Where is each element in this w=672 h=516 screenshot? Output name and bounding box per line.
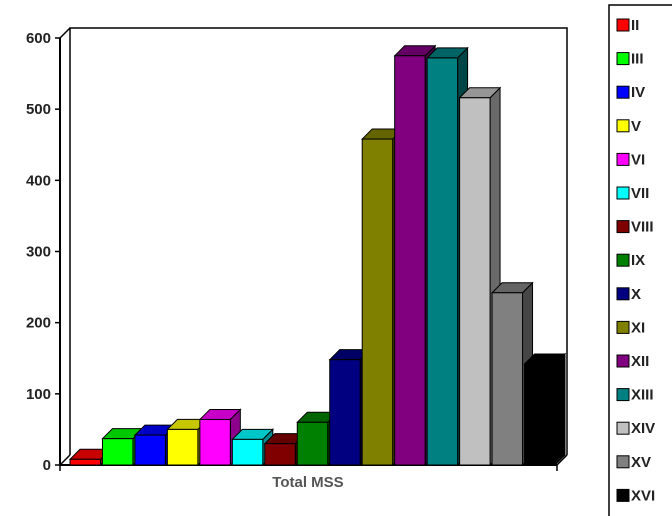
y-tick-label: 100: [26, 386, 51, 403]
bar-front: [361, 138, 394, 466]
legend-item-x: X: [616, 286, 641, 303]
legend-label: XII: [631, 353, 649, 370]
y-tick-label: 500: [26, 101, 51, 118]
bar-front: [264, 443, 296, 466]
legend-label: XIV: [631, 420, 655, 437]
legend-label: VIII: [631, 219, 654, 236]
bar-front: [394, 55, 426, 466]
legend-swatch: [616, 388, 630, 402]
legend-label: V: [631, 118, 641, 135]
legend-item-iv: IV: [616, 84, 645, 101]
depth-edge-top: [59, 27, 71, 39]
legend-item-iii: III: [616, 51, 644, 68]
legend-label: III: [631, 51, 644, 68]
legend-swatch: [616, 320, 630, 334]
legend-item-v: V: [616, 118, 641, 135]
legend-label: X: [631, 286, 641, 303]
legend-label: XVI: [631, 487, 655, 504]
legend-swatch: [616, 18, 630, 32]
bar-front: [491, 292, 524, 466]
legend-swatch: [616, 152, 630, 166]
bar-front: [524, 363, 556, 466]
legend-label: II: [631, 17, 639, 34]
depth-edge-right: [556, 454, 568, 466]
legend-item-vi: VI: [616, 151, 645, 168]
legend-item-xiii: XIII: [616, 387, 654, 404]
legend-swatch: [616, 354, 630, 368]
legend-swatch: [616, 85, 630, 99]
legend-item-ix: IX: [616, 252, 645, 269]
legend-swatch: [616, 421, 630, 435]
legend-swatch: [616, 455, 630, 469]
legend-label: IX: [631, 252, 645, 269]
bar-side: [554, 352, 566, 467]
legend-label: IV: [631, 84, 645, 101]
bar-front: [459, 97, 491, 466]
bar-xvi: [523, 352, 567, 467]
legend-item-viii: VIII: [616, 219, 654, 236]
legend-item-ii: II: [616, 17, 639, 34]
plot-outline: [69, 27, 568, 455]
legend-item-xiv: XIV: [616, 420, 655, 437]
legend-label: XI: [631, 319, 645, 336]
y-tick-label: 0: [43, 457, 51, 474]
legend-swatch: [616, 488, 630, 502]
bar-front: [69, 458, 101, 466]
y-tick-label: 600: [26, 30, 51, 47]
y-tick-label: 400: [26, 172, 51, 189]
legend-item-xv: XV: [616, 454, 651, 471]
legend-item-vii: VII: [616, 185, 649, 202]
bars: [68, 44, 567, 467]
depth-edge-bottom: [59, 454, 71, 466]
bar-front: [134, 434, 166, 466]
legend-label: XV: [631, 454, 651, 471]
legend-label: VII: [631, 185, 649, 202]
legend-label: XIII: [631, 387, 654, 404]
bar-front: [426, 57, 459, 466]
x-axis-title: Total MSS: [272, 474, 343, 491]
legend-swatch: [616, 253, 630, 267]
bar-front: [296, 421, 329, 466]
bar-front: [231, 438, 264, 466]
y-axis-ticks: 0 100 200 300 400 500 600: [26, 30, 60, 474]
legend-item-xi: XI: [616, 319, 645, 336]
legend-item-xii: XII: [616, 353, 649, 370]
y-tick-label: 200: [26, 315, 51, 332]
legend-item-xvi: XVI: [616, 487, 655, 504]
legend-swatch: [616, 52, 630, 66]
y-tick-label: 300: [26, 244, 51, 261]
bar-front: [199, 418, 231, 466]
legend-swatch: [616, 119, 630, 133]
legend-swatch: [616, 186, 630, 200]
bar-v: [166, 418, 210, 467]
legend-label: VI: [631, 151, 645, 168]
bar-front: [166, 428, 199, 466]
legend-swatch: [616, 220, 630, 234]
bar-front: [101, 438, 134, 466]
bar-front: [329, 359, 361, 466]
legend-swatch: [616, 287, 630, 301]
